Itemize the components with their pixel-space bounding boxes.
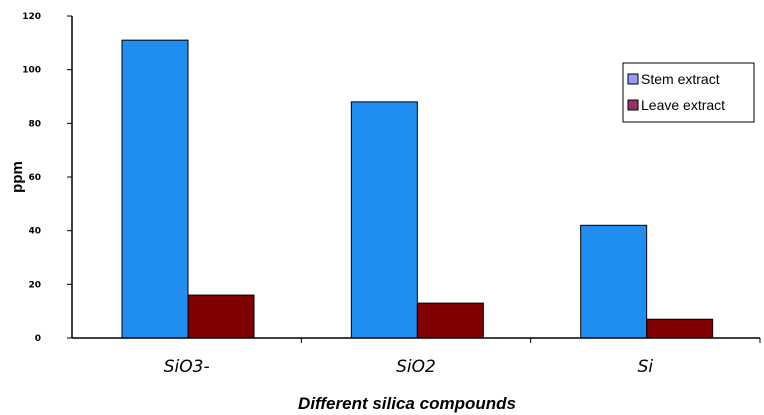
y-tick-label: 0 <box>35 334 41 344</box>
legend-label-stem: Stem extract <box>641 71 720 87</box>
bar-stem-sio3 <box>121 39 189 339</box>
y-axis-title: ppm <box>9 161 26 193</box>
x-ticks-group: SiO3- SiO2 Si <box>164 338 761 377</box>
bar-stem-si <box>580 224 648 339</box>
bars-group <box>121 39 714 339</box>
bar-stem-sio2 <box>350 101 418 339</box>
x-category-label: SiO3- <box>164 357 210 377</box>
legend-label-leave: Leave extract <box>641 97 725 113</box>
legend: Stem extract Leave extract <box>622 62 755 123</box>
y-tick-label: 40 <box>28 227 41 237</box>
legend-swatch-leave <box>627 99 639 111</box>
y-tick-label: 60 <box>28 173 41 183</box>
y-ticks-group: 0 20 40 60 80 100 120 <box>22 12 72 344</box>
x-category-label: SiO2 <box>396 357 436 377</box>
x-category-label: Si <box>638 357 654 377</box>
bar-leave-sio2 <box>416 302 484 339</box>
bar-leave-si <box>646 318 714 339</box>
legend-box <box>622 62 755 123</box>
y-tick-label: 100 <box>22 66 41 76</box>
legend-swatch-stem <box>627 73 639 85</box>
y-tick-label: 20 <box>28 280 41 290</box>
y-tick-label: 120 <box>22 12 41 22</box>
bar-leave-sio3 <box>187 294 255 339</box>
y-tick-label: 80 <box>28 119 41 129</box>
x-axis-title: Different silica compounds <box>298 394 516 413</box>
